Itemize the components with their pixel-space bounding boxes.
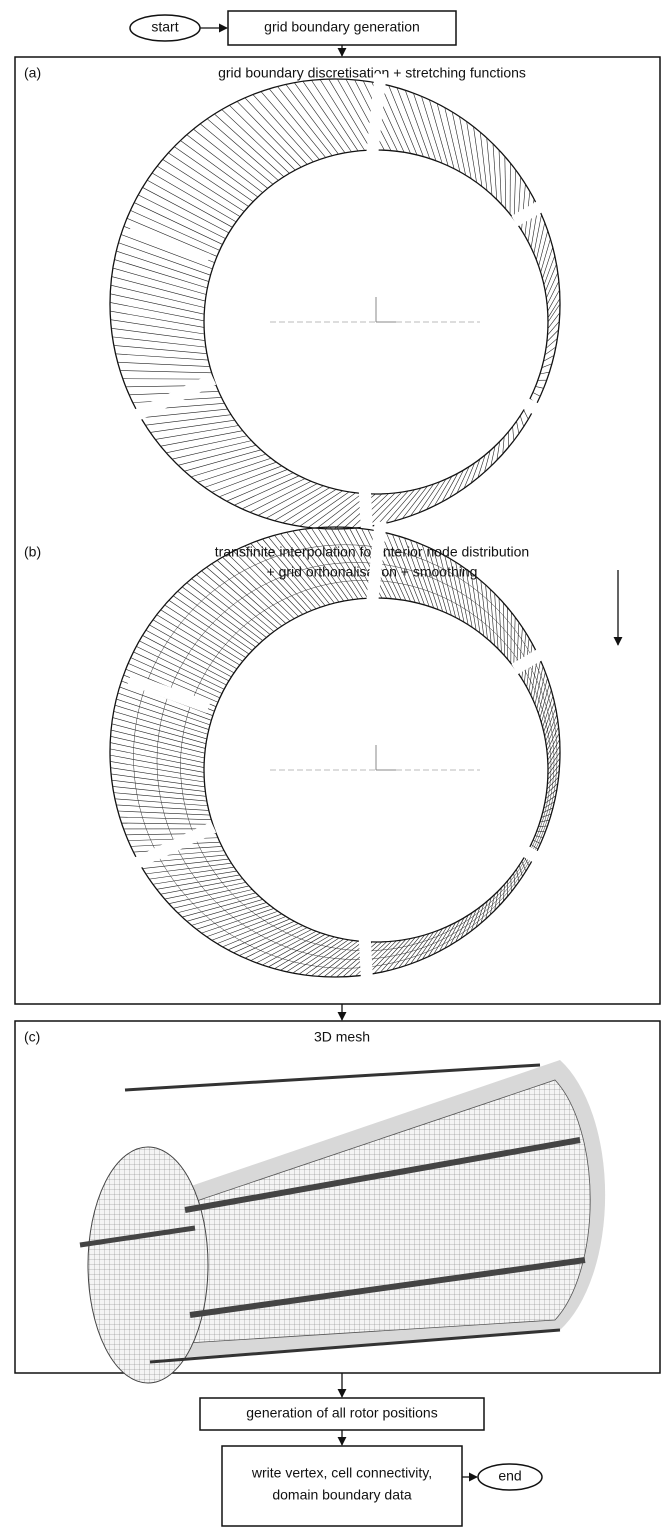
step2-label: generation of all rotor positions [246,1405,437,1421]
panel-title: 3D mesh [314,1029,370,1045]
step3-label: domain boundary data [272,1487,412,1503]
panel-label: (c) [24,1029,40,1045]
end-label: end [498,1468,521,1484]
diagram: start grid boundary generation (a) grid … [0,0,667,1533]
panel-label: (a) [24,65,41,81]
step3-label: write vertex, cell connectivity, [251,1465,432,1481]
panel-label: (b) [24,544,41,560]
panel-title: grid boundary discretisation + stretchin… [218,65,526,81]
panel-ab [15,57,660,1004]
step1-label: grid boundary generation [264,19,420,35]
start-label: start [151,19,178,35]
